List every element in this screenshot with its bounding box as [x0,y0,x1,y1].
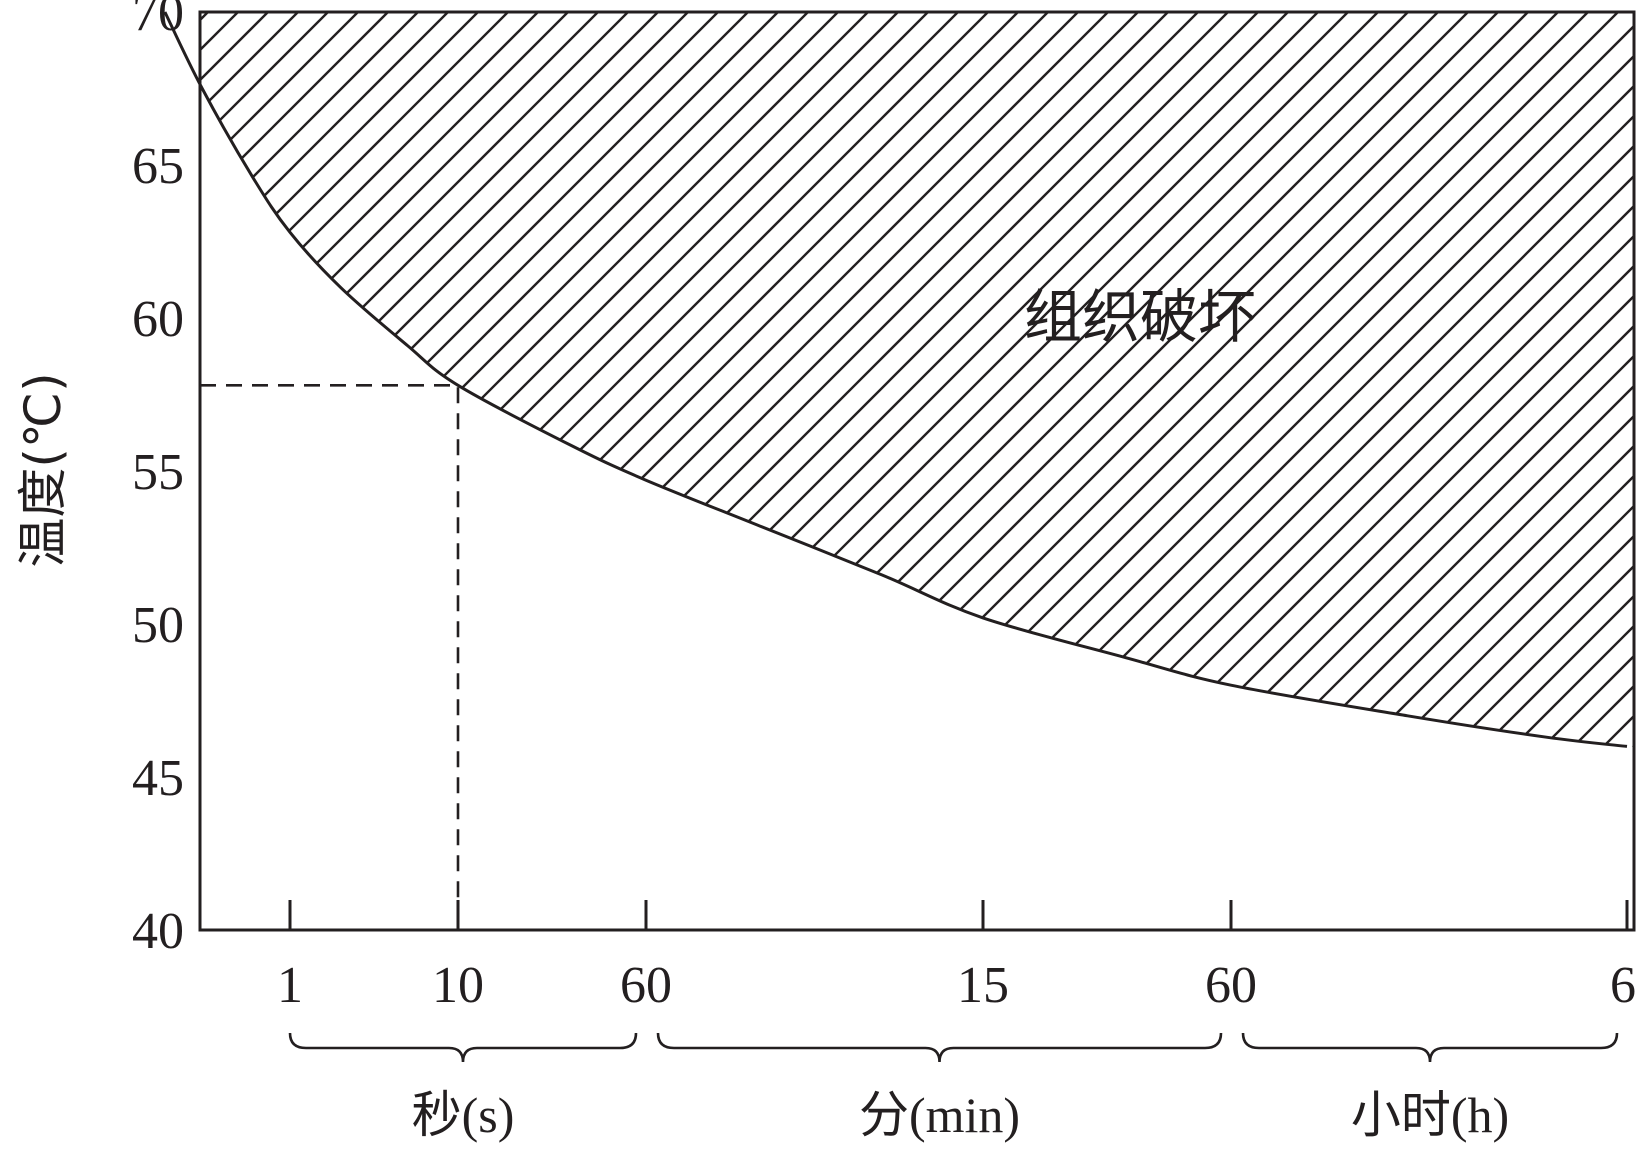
hatch-line [200,12,689,747]
x-tick-label: 1 [277,957,303,1014]
x-tick-label: 60 [1205,957,1257,1014]
hatch-line [1209,12,1634,747]
hatch-line [309,12,1229,747]
x-group-brace [1241,1032,1619,1063]
hatch-line [819,12,1634,747]
x-axis-ticks: 1 10 60 15 60 6 [277,900,1636,1014]
hatch-line [200,12,509,747]
x-group-brace [288,1032,638,1063]
x-axis-groups: 秒(s) 分(min) 小时(h) [288,1032,1619,1144]
y-tick-label: 65 [132,138,184,195]
hatch-line [339,12,1259,747]
hatch-line [999,12,1634,747]
reference-dashed-line [200,384,460,930]
y-axis-label: 温度(℃) [14,372,72,567]
hatch-line [759,12,1634,747]
hatch-line [200,12,749,747]
plot-frame [198,10,1636,932]
hatch-line [459,12,1379,747]
hatch-line [200,12,599,747]
hatch-line [200,12,569,747]
y-tick-label: 70 [132,0,184,42]
hatch-line [1089,12,1634,747]
hatch-line [200,12,539,747]
hatch-line [200,12,449,747]
hatch-line [200,12,809,747]
hatch-line [1059,12,1634,747]
hatch-line [200,12,419,747]
hatch-line [1149,12,1634,747]
y-tick-label: 45 [132,750,184,807]
hatch-line [200,12,1079,747]
y-tick-label: 60 [132,291,184,348]
hatch-line [669,12,1589,747]
damage-threshold-curve [163,11,1628,748]
x-tick-label: 10 [432,957,484,1014]
hatch-line [219,12,1139,747]
hatch-line [399,12,1319,747]
hatch-line [579,12,1499,747]
hatch-line [1419,12,1634,747]
x-group-label: 秒(s) [412,1086,515,1144]
hatch-line [849,12,1634,747]
hatch-line [369,12,1289,747]
tissue-damage-label: 组织破坏 [1024,283,1256,351]
hatch-line [489,12,1409,747]
y-tick-label: 55 [132,444,184,501]
hatch-line [200,12,659,747]
hatch-line [1569,12,1634,747]
hatch-line [429,12,1349,747]
hatch-line [200,12,779,747]
hatch-line [639,12,1559,747]
hatch-line [1029,12,1634,747]
hatch-line [519,12,1439,747]
hatch-line [249,12,1169,747]
hatch-line [1269,12,1634,747]
y-tick-label: 40 [132,903,184,960]
hatch-line [1119,12,1634,747]
hatch-line [609,12,1529,747]
x-group-brace [656,1032,1223,1063]
x-tick-label: 60 [620,957,672,1014]
hatch-line [1179,12,1634,747]
x-group-label: 小时(h) [1351,1086,1509,1144]
hatch-lines [200,12,1634,747]
hatch-line [939,12,1634,747]
x-group-label: 分(min) [859,1086,1020,1144]
hatch-line [879,12,1634,747]
y-axis-ticks: 40 45 50 55 60 65 70 [132,0,184,960]
hatch-line [200,12,1109,747]
tissue-damage-hatch [200,12,1634,747]
x-tick-label: 6 [1610,957,1636,1014]
x-tick-label: 15 [957,957,1009,1014]
hatch-line [200,12,989,747]
hatch-line [1479,12,1634,747]
hatch-line [969,12,1634,747]
hatch-line [1329,12,1634,747]
hatch-line [279,12,1199,747]
hatch-line [789,12,1634,747]
hatch-line [699,12,1619,747]
hatch-line [200,12,629,747]
hatch-line [549,12,1469,747]
hatch-line [729,12,1634,747]
hatch-line [200,12,839,747]
hatch-line [200,12,1049,747]
hatch-line [909,12,1634,747]
y-tick-label: 50 [132,597,184,654]
hatch-line [200,12,479,747]
